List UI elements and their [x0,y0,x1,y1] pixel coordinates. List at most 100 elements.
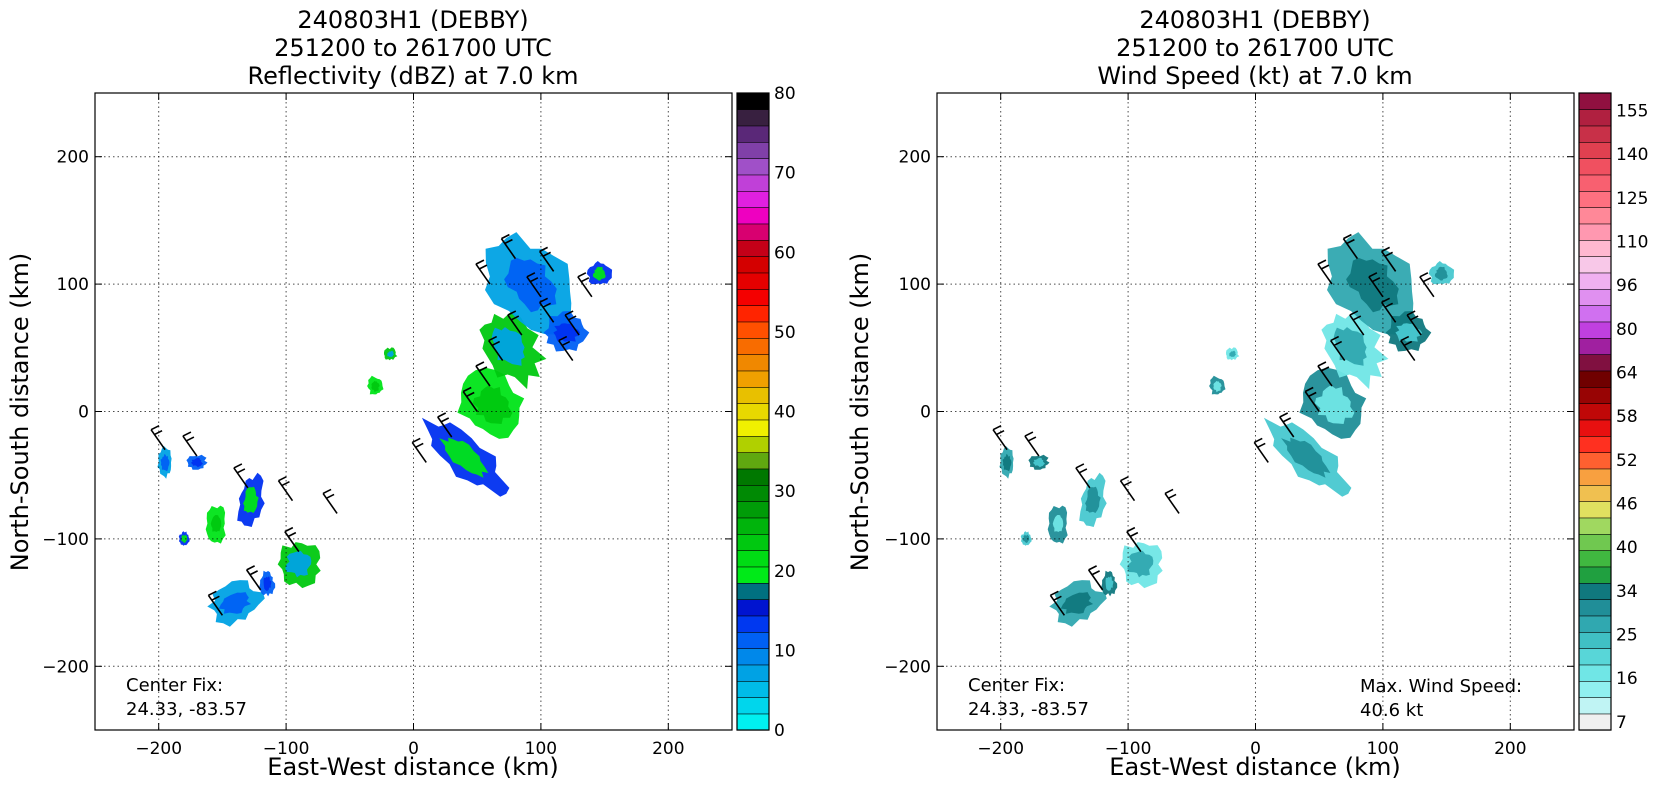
echo-core [1105,576,1114,591]
wind-barb [564,310,580,336]
x-tick-label: −100 [1105,739,1152,759]
wind-barb [558,335,574,361]
x-axis-label: East-West distance (km) [1109,753,1400,781]
wind-barb [1317,361,1333,387]
x-tick-label: 100 [525,739,557,759]
echo-core [1052,515,1064,532]
panel-title-line2: 251200 to 261700 UTC [274,34,552,62]
colorbar-swatch [1578,533,1612,551]
wind-barb [322,488,338,514]
echo-core [371,380,380,393]
wind-barb [245,565,262,591]
colorbar-tick-label: 155 [1616,101,1648,121]
colorbar-tick-label: 10 [774,641,796,661]
echo-core [1281,437,1331,478]
colorbar-swatch [736,239,770,257]
colorbar-frame [1578,92,1612,731]
echo-core [181,534,188,543]
colorbar-tick-label: 25 [1616,625,1638,645]
wind-barb [1406,310,1422,336]
colorbar-swatch [736,125,770,143]
colorbar-tick-label: 30 [774,482,796,502]
wind-barb [500,233,517,260]
colorbar-swatch [1578,452,1612,470]
colorbar-swatch [1578,648,1612,666]
colorbar-tick-label: 58 [1616,407,1638,427]
echo-core [263,576,272,591]
wind-barb [475,259,491,285]
center-fix-label: Center Fix: [968,675,1065,696]
colorbar-swatch [736,190,770,208]
wind-barb [1049,590,1066,616]
panel-title-line1: 240803H1 (DEBBY) [1139,6,1370,34]
colorbar-swatch [1578,288,1612,306]
wind-barb [1075,463,1091,489]
y-tick-label: −100 [884,530,931,550]
center-fix-value: 24.33, -83.57 [126,699,247,720]
colorbar-swatch [1578,419,1612,437]
echo-core [285,550,312,578]
wind-barb [1400,335,1416,361]
colorbar-swatch [1578,386,1612,404]
colorbar: 0 10 20 30 40 50 60 70 80 [736,84,796,741]
y-tick-label: 0 [78,403,89,423]
colorbar-swatch [736,207,770,225]
colorbar-swatch [736,697,770,715]
echo-core [1033,457,1045,468]
y-tick-label: 100 [899,275,931,295]
x-tick-label: 0 [1250,739,1261,759]
wind-barb [1349,310,1365,336]
colorbar-swatch [1578,566,1612,584]
colorbar-swatch [736,452,770,470]
wind-barb [488,335,504,361]
colorbar-swatch [1578,190,1612,208]
wind-barb [1419,272,1435,298]
wind-barb [277,475,294,502]
echo-core [504,257,557,313]
colorbar-swatch [736,256,770,274]
wind-barb [992,425,1008,451]
colorbar-swatch [1578,664,1612,682]
echo-core [243,486,259,513]
colorbar-tick-label: 125 [1616,189,1648,209]
colorbar-tick-label: 46 [1616,494,1638,514]
colorbar-tick-label: 64 [1616,363,1638,383]
data-field [992,232,1455,627]
colorbar-tick-label: 20 [774,562,796,582]
colorbar-swatch [1578,239,1612,257]
colorbar-swatch [736,92,770,110]
colorbar-swatch [736,174,770,192]
echo-core [439,437,489,478]
wind-barb [1342,233,1359,260]
colorbar-swatch [1578,713,1612,731]
colorbar-swatch [736,386,770,404]
colorbar-swatch [1578,599,1612,617]
x-tick-label: 200 [1494,739,1526,759]
colorbar-swatch [1578,517,1612,535]
colorbar-swatch [1578,305,1612,323]
wind-barb [1368,272,1384,298]
echo-core [387,350,394,357]
plot-area: −200 −100 0 100 200 −200 −100 0 100 200 [42,92,733,759]
wind-barb [1304,386,1320,412]
colorbar-swatch [1578,321,1612,339]
colorbar-tick-label: 140 [1616,145,1648,165]
max-wind-label: Max. Wind Speed: [1360,676,1522,697]
wind-barb [577,272,593,298]
wind-speed-panel: 240803H1 (DEBBY) 251200 to 261700 UTC Wi… [846,6,1648,781]
wind-barb [1317,259,1333,285]
wind-barb [1279,412,1295,438]
echo-core [592,266,606,281]
colorbar-swatch [1578,403,1612,421]
colorbar-tick-label: 16 [1616,669,1638,689]
wind-barb [207,590,224,616]
colorbar-swatch [736,141,770,159]
colorbar-swatch [736,109,770,127]
y-tick-label: 200 [899,148,931,168]
echo-core [1229,350,1236,357]
wind-barb [437,412,453,438]
colorbar-swatch [736,484,770,502]
x-axis-label: East-West distance (km) [267,753,558,781]
colorbar-swatch [736,403,770,421]
colorbar: 7 16 25 34 40 46 52 58 64 80 96 110 125 140 155 [1578,92,1648,733]
